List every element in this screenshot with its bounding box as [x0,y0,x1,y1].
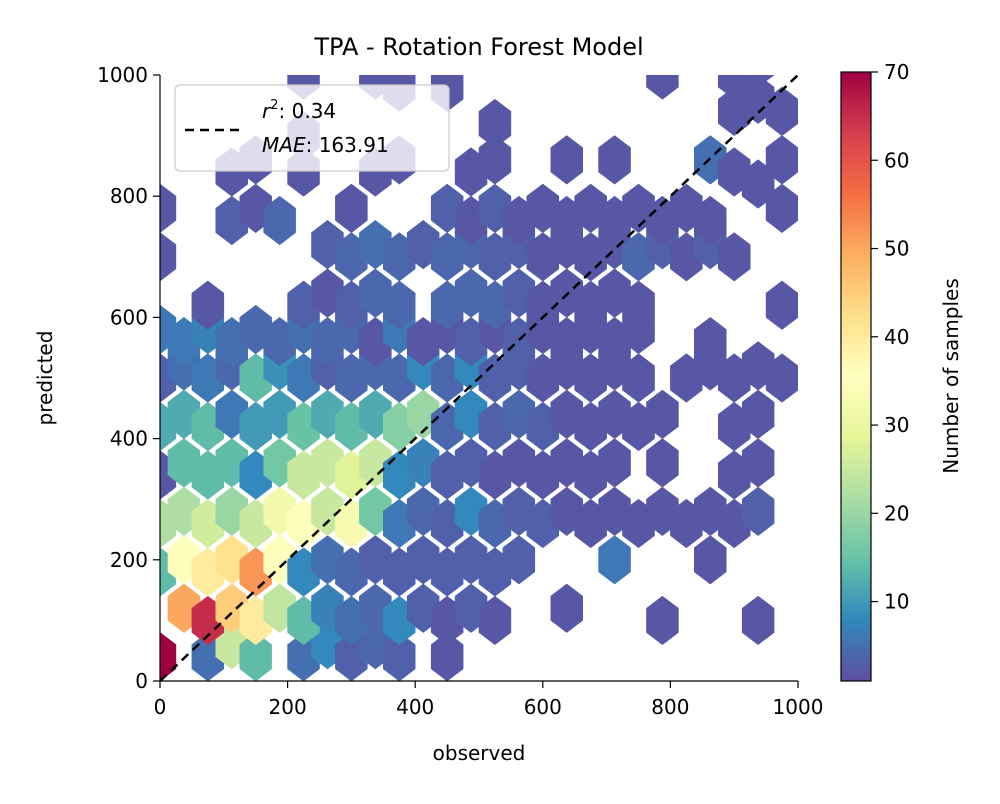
hexbin-cell [646,389,679,439]
hexbin-cell [160,183,177,233]
hexbin-cell [646,438,679,488]
x-tick-label: 0 [154,695,167,719]
hexbin-cell [741,389,775,439]
hexbin-cell [693,317,727,367]
y-axis-ticks: 0 200 400 600 800 1000 [97,63,160,693]
hexbin-cell [717,75,751,100]
legend: r2: 0.34 MAE: 163.91 [174,84,450,172]
colorbar-tick-label: 10 [884,590,909,614]
hexbin-cell [478,135,512,185]
hexbin-cell [598,438,631,488]
legend-mae-entry: MAE: 163.91 [262,133,389,157]
legend-r2-entry: r2: 0.34 [262,98,336,123]
hexbin-cell [191,280,225,330]
hexbin-cell [693,535,727,585]
one-to-one-line [160,75,798,681]
hexbin-cell [741,486,775,536]
hexbin-cell [741,438,775,488]
y-tick-label: 400 [110,427,148,451]
hexbin-cell [765,183,798,233]
chart-title: TPA - Rotation Forest Model [313,33,643,61]
colorbar-gradient [840,71,872,682]
hexbin-cell [263,195,296,246]
hexbin-layer [160,75,798,681]
hexbin-cell [335,183,368,233]
hexbin-cell [598,535,631,585]
colorbar-tick-label: 50 [884,237,909,261]
hexbin-cell [478,595,512,645]
hexbin-cell [550,135,584,185]
colorbar-tick-label: 60 [884,148,909,172]
hexbin-cell [430,632,464,681]
hexbin-cell [765,353,798,403]
hexbin-cell [239,632,272,681]
y-tick-label: 200 [110,548,148,572]
hexbin-cell [646,75,679,100]
x-tick-label: 1000 [773,695,824,719]
x-tick-label: 600 [524,695,562,719]
axes-spines [159,75,798,682]
hexbin-cell [717,232,751,282]
hexbin-cell [717,147,751,197]
hexbin-cell [382,280,416,330]
hexbin-cell [693,195,727,246]
hexbin-cell [765,280,798,330]
legend-box [174,84,450,172]
hexbin-cell [382,632,416,681]
hexbin-cell [741,595,775,645]
x-axis-ticks: 0 200 400 600 800 1000 [154,681,824,719]
hexbin-cell [478,98,512,149]
x-axis-label: observed [433,741,526,765]
y-tick-label: 1000 [97,63,148,87]
colorbar-tick-label: 40 [884,325,909,349]
x-tick-label: 800 [651,695,689,719]
hexbin-cell [622,280,655,330]
y-axis-label: predicted [33,331,57,426]
colorbar-tick-label: 20 [884,501,909,525]
hexbin-cell [598,135,631,185]
hexbin-cell [502,535,536,585]
x-tick-label: 400 [396,695,434,719]
colorbar-tick-label: 70 [884,60,909,84]
x-tick-label: 200 [269,695,307,719]
colorbar-ticks: 10 20 30 40 50 60 70 [871,60,909,614]
colorbar: 10 20 30 40 50 60 70 Number of samples [840,60,963,682]
colorbar-label: Number of samples [939,278,963,473]
hexbin-cell [622,353,655,403]
y-tick-label: 600 [110,305,148,329]
hexbin-cell [646,595,679,645]
colorbar-tick-label: 30 [884,413,909,437]
hexbin-cell [741,75,775,88]
hexbin-cell [160,232,177,282]
hexbin-cell [765,135,798,185]
y-tick-label: 0 [135,669,148,693]
y-tick-label: 800 [110,184,148,208]
hexbin-cell [550,583,584,633]
